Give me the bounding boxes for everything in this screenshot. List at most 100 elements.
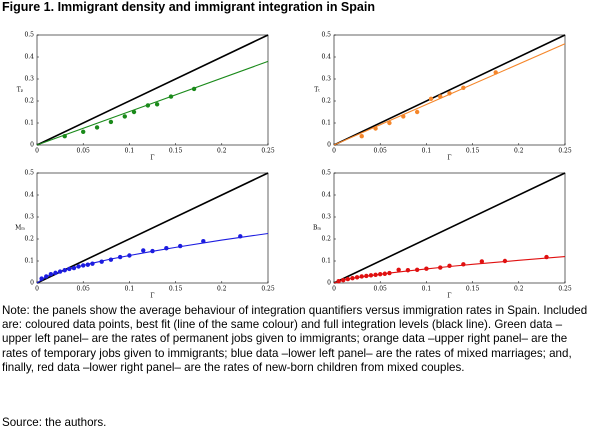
x-axis-label: Γ	[150, 293, 154, 300]
point	[62, 134, 67, 139]
point	[447, 263, 452, 269]
point	[345, 276, 351, 282]
line	[333, 256, 566, 284]
x-axis-label: Γ	[150, 155, 154, 162]
point	[154, 102, 160, 107]
point	[396, 267, 401, 272]
point	[350, 275, 355, 281]
point	[238, 234, 243, 239]
x-tick-label: 0.2	[514, 148, 524, 155]
y-tick-label: 0.4	[321, 54, 331, 61]
x-tick-label: 0	[332, 286, 336, 293]
point	[168, 94, 174, 99]
y-axis-label: Bₘ	[313, 225, 321, 232]
point	[438, 94, 443, 99]
y-tick-label: 0.2	[321, 98, 331, 105]
x-tick-label: 0.1	[422, 286, 432, 293]
point	[382, 271, 388, 276]
y-tick-label: 0.3	[24, 214, 34, 221]
x-tick-label: 0.05	[77, 148, 91, 155]
y-tick-label: 0.2	[24, 236, 34, 243]
point	[117, 254, 123, 260]
y-tick-label: 0.4	[24, 54, 34, 61]
point	[424, 266, 429, 271]
point	[67, 266, 72, 272]
point	[414, 109, 420, 115]
point	[387, 270, 392, 276]
point	[544, 254, 549, 260]
point	[354, 275, 360, 280]
y-tick-label: 0.5	[321, 170, 331, 177]
x-tick-label: 0.2	[514, 286, 524, 293]
x-tick-label: 0	[35, 148, 39, 155]
x-tick-label: 0.15	[466, 286, 480, 293]
point	[53, 270, 58, 276]
point	[479, 259, 485, 264]
line	[36, 34, 269, 146]
y-tick-label: 0.4	[24, 192, 34, 199]
point	[461, 85, 466, 91]
x-axis-label: Γ	[447, 293, 451, 300]
y-tick-label: 0.3	[24, 76, 34, 83]
point	[373, 272, 378, 278]
point	[447, 91, 452, 96]
y-tick-label: 0	[327, 142, 331, 149]
note: Note: the panels show the average behavi…	[2, 304, 588, 374]
point	[364, 273, 369, 279]
y-tick-label: 0.2	[321, 236, 331, 243]
y-tick-label: 0	[30, 280, 34, 287]
point	[150, 248, 155, 254]
x-tick-label: 0.1	[125, 148, 135, 155]
y-tick-label: 0.1	[321, 258, 331, 265]
x-tick-label: 0.05	[77, 286, 91, 293]
point	[428, 96, 434, 102]
point	[81, 263, 86, 268]
x-tick-label: 0.15	[169, 286, 183, 293]
x-tick-label: 0.15	[169, 148, 183, 155]
x-tick-label: 0.15	[466, 148, 480, 155]
line	[36, 232, 269, 284]
point	[94, 125, 100, 130]
point	[461, 262, 466, 267]
point	[438, 265, 443, 270]
x-tick-label: 0.25	[261, 286, 275, 293]
point	[122, 114, 127, 119]
x-tick-label: 0.25	[558, 148, 572, 155]
x-tick-label: 0.2	[217, 148, 227, 155]
y-tick-label: 0.3	[321, 76, 331, 83]
y-tick-label: 0.1	[321, 120, 331, 127]
x-tick-label: 0.1	[422, 148, 432, 155]
plot-frame	[333, 172, 566, 284]
x-axis-label: Γ	[447, 155, 451, 162]
point	[108, 257, 114, 262]
x-tick-label: 0.25	[558, 286, 572, 293]
point	[341, 277, 346, 283]
y-tick-label: 0.5	[321, 32, 331, 39]
point	[164, 246, 169, 251]
y-tick-label: 0.1	[24, 258, 34, 265]
x-tick-label: 0.2	[217, 286, 227, 293]
line	[36, 60, 269, 146]
point	[405, 268, 411, 273]
point	[145, 103, 151, 108]
point	[141, 248, 146, 253]
plot-frame	[333, 34, 566, 146]
plot-frame	[36, 34, 269, 146]
figure-title: Figure 1. Immigrant density and immigran…	[2, 0, 375, 14]
y-tick-label: 0.5	[24, 170, 34, 177]
y-tick-label: 0.5	[24, 32, 34, 39]
point	[191, 86, 197, 92]
x-tick-label: 0	[35, 286, 39, 293]
point	[99, 259, 104, 264]
point	[378, 272, 383, 277]
y-axis-label: Mₘ	[15, 225, 25, 232]
point	[414, 267, 420, 272]
x-tick-label: 0	[332, 148, 336, 155]
point	[359, 274, 364, 279]
point	[62, 268, 67, 273]
point	[57, 269, 63, 274]
point	[502, 258, 508, 264]
point	[90, 261, 95, 266]
point	[336, 279, 341, 284]
